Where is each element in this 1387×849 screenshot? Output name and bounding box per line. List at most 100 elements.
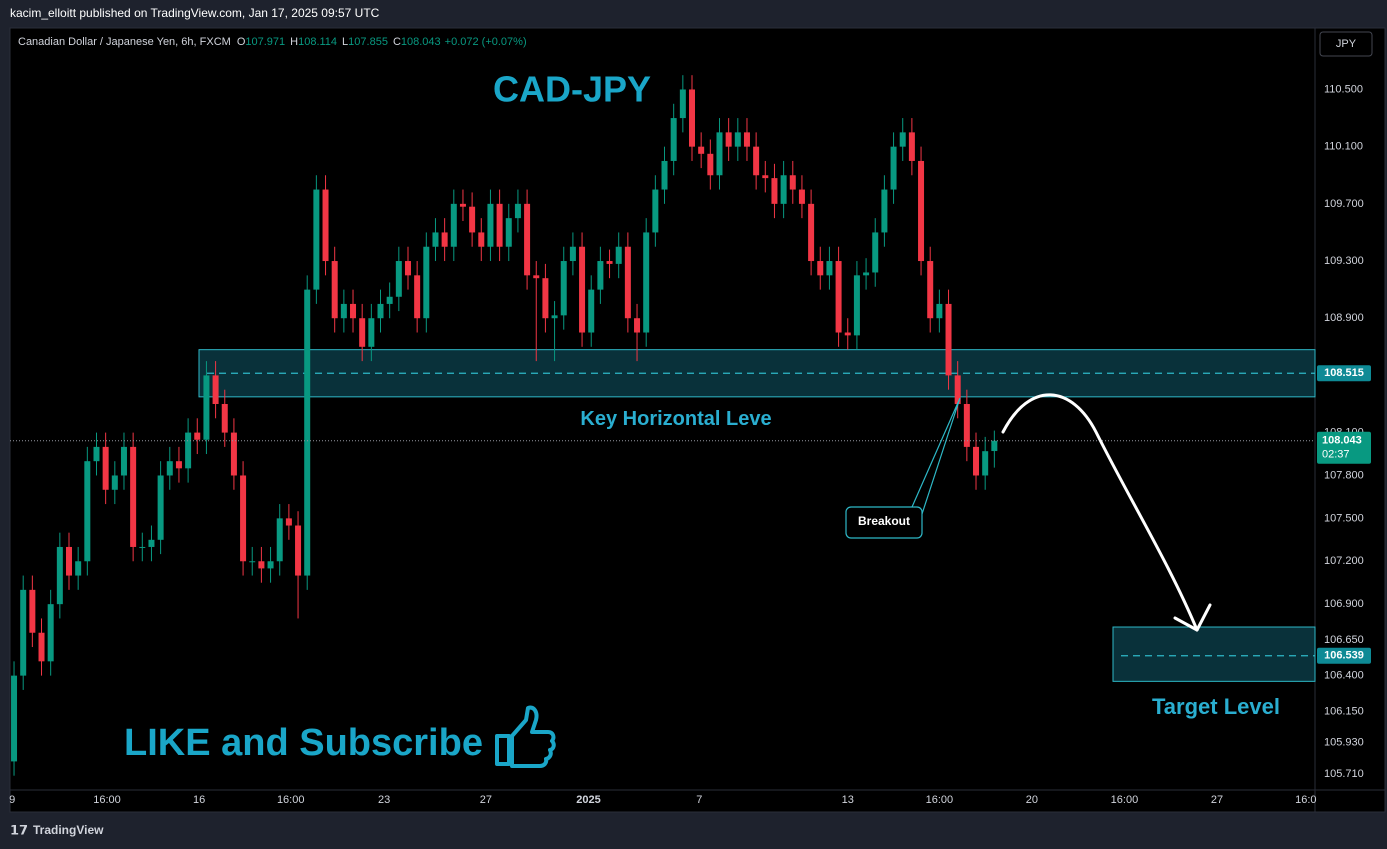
y-tick-label: 106.400	[1324, 670, 1364, 682]
zone	[1112, 626, 1316, 682]
candle-body	[322, 189, 329, 262]
y-tick-label: 110.500	[1324, 83, 1363, 95]
candle-body	[826, 261, 833, 276]
callout-label: Breakout	[858, 514, 910, 528]
level-badge	[1317, 647, 1371, 664]
candle-body	[249, 561, 256, 563]
candle-body	[240, 475, 247, 562]
candle-body	[890, 146, 897, 190]
zone	[198, 349, 1316, 398]
candle-body	[679, 89, 686, 119]
x-tick-label: 16:00	[277, 794, 305, 806]
candle-body	[606, 261, 613, 264]
chart-layer: 108.515 106.539 110.500 110.100 109.700 109.3…	[9, 69, 1371, 806]
candle-body	[542, 278, 549, 319]
candle-body	[185, 432, 192, 469]
candle-body	[423, 246, 430, 319]
currency-button[interactable]	[1319, 31, 1373, 57]
candle-body	[963, 403, 970, 447]
x-tick-label: 13	[842, 794, 854, 806]
candle-body	[276, 518, 283, 562]
candle-body	[780, 175, 787, 204]
candle-body	[597, 261, 604, 290]
level-label: 108.515	[1324, 367, 1364, 379]
currency-label[interactable]: JPY	[1336, 38, 1357, 50]
y-tick-label: 107.500	[1324, 512, 1364, 524]
y-tick-label: 106.650	[1324, 634, 1364, 646]
last-price-label: 108.043	[1322, 435, 1362, 447]
candle-body	[56, 546, 63, 605]
candle-body	[881, 189, 888, 233]
candle-body	[560, 261, 567, 316]
candle-body	[533, 275, 540, 279]
candle-body	[395, 261, 402, 297]
candle-body	[670, 118, 677, 161]
ohlc-key: H	[290, 36, 298, 48]
candle-body	[643, 232, 650, 333]
last-price-badge	[1317, 431, 1371, 464]
candle-body	[377, 303, 384, 319]
candle-body	[624, 246, 631, 319]
candle-body	[579, 246, 586, 333]
candle-body	[432, 232, 439, 247]
x-tick-label: 16:00	[93, 794, 121, 806]
candle-body	[954, 375, 961, 404]
candle-body	[588, 289, 595, 333]
y-tick-label: 109.700	[1324, 198, 1364, 210]
candle-body	[450, 203, 457, 247]
y-tick-label: 107.200	[1324, 555, 1364, 567]
x-tick-label: 16	[193, 794, 205, 806]
candle-body	[139, 546, 146, 548]
candle-body	[496, 203, 503, 247]
tradingview-logo: 𝟭𝟳 TradingView	[10, 822, 104, 837]
level-label: 106.539	[1324, 650, 1364, 662]
candle-body	[157, 475, 164, 540]
chart-title: CAD-JPY	[493, 69, 651, 110]
arrow-head	[1173, 603, 1212, 632]
candle-body	[551, 315, 558, 319]
candle-body	[84, 461, 91, 562]
candle-body	[771, 178, 778, 204]
brand: TradingView	[33, 823, 104, 837]
candle-body	[130, 446, 137, 547]
candle-body	[11, 675, 18, 762]
x-tick-label: 9	[9, 794, 15, 806]
candle-body	[945, 303, 952, 376]
candle-body	[753, 146, 760, 176]
promo-text: LIKE and Subscribe	[124, 722, 483, 764]
candle-body	[634, 318, 641, 333]
candle-body	[689, 89, 696, 147]
candle-body	[725, 132, 732, 147]
thumbs-up-icon	[495, 705, 556, 768]
symbol-name: Canadian Dollar / Japanese Yen, 6h, FXCM	[18, 36, 231, 48]
candle-body	[29, 589, 36, 633]
candle-body	[166, 461, 173, 476]
candle-body	[743, 132, 750, 147]
candle-body	[982, 451, 989, 476]
x-tick-label: 2025	[576, 794, 600, 806]
change: +0.072 (+0.07%)	[445, 36, 527, 48]
candle-body	[514, 203, 521, 219]
candle-body	[175, 461, 182, 469]
candle-body	[524, 203, 531, 276]
candle-body	[918, 160, 925, 262]
candle-body	[808, 203, 815, 262]
candle-body	[340, 303, 347, 319]
candle-body	[148, 539, 155, 547]
candle-body	[991, 440, 998, 452]
candle-body	[313, 189, 320, 290]
candle-body	[386, 296, 393, 304]
candle-body	[973, 446, 980, 476]
callout-box	[845, 506, 923, 539]
candle-body	[661, 160, 668, 190]
candle-body	[927, 261, 934, 319]
candle-body	[698, 146, 705, 154]
target-zone-label: Target Level	[1152, 694, 1280, 719]
level-badge	[1317, 365, 1371, 382]
candle-body	[120, 446, 127, 476]
y-tick-label: 105.930	[1324, 737, 1364, 749]
x-tick-label: 27	[480, 794, 492, 806]
key-zone-label: Key Horizontal Leve	[580, 408, 771, 430]
candle-body	[194, 432, 201, 440]
